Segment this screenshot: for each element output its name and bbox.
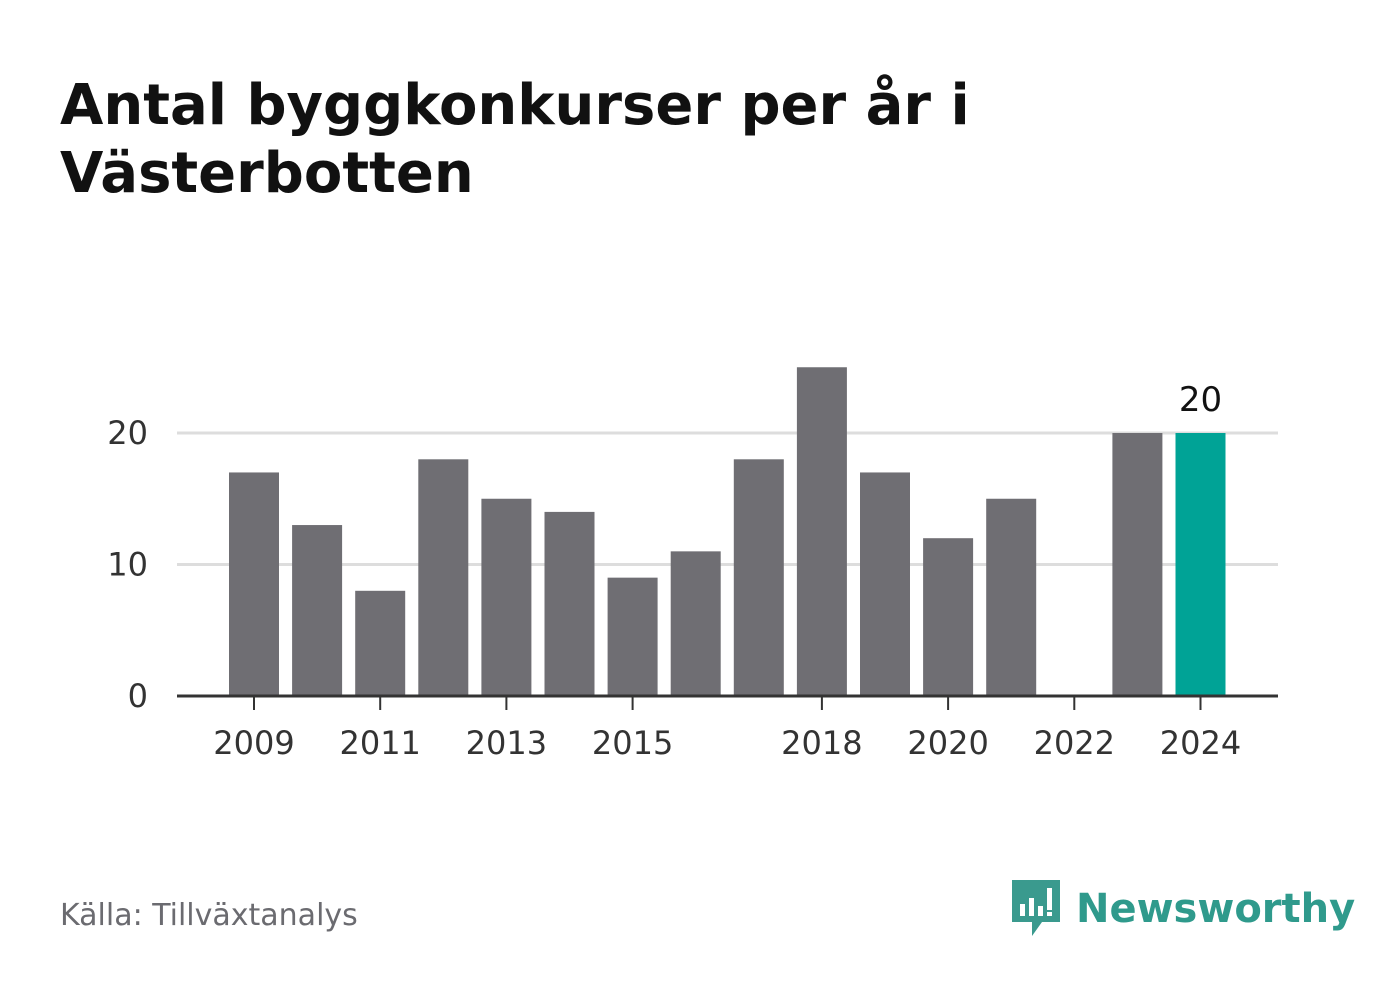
x-axis-ticks: 2009 2011 2013 2015 2018 2020 2022 2024 [213, 696, 1241, 762]
bar [292, 525, 343, 696]
gridlines [177, 431, 1278, 566]
y-axis-ticks: 0 10 20 [107, 414, 148, 715]
bar [986, 498, 1037, 696]
bar [607, 577, 658, 696]
x-tick-label: 2024 [1160, 724, 1241, 762]
bar [796, 367, 847, 696]
bar [355, 590, 406, 696]
y-tick-label: 10 [107, 546, 148, 584]
bar [1112, 433, 1163, 696]
highlighted-bar [1175, 433, 1226, 696]
x-tick-label: 2013 [466, 724, 547, 762]
bar [923, 538, 974, 696]
bar [544, 511, 595, 696]
chart-title: Antal byggkonkurser per år i Västerbotte… [60, 73, 970, 206]
bar [418, 459, 469, 696]
bar [481, 498, 532, 696]
brand-name: Newsworthy [1076, 886, 1356, 932]
brand-logo: Newsworthy [1010, 878, 1355, 940]
data-label: 20 [1179, 380, 1222, 420]
bar [670, 551, 721, 696]
x-tick-label: 2015 [592, 724, 673, 762]
bar [860, 472, 910, 696]
x-tick-label: 2022 [1034, 724, 1115, 762]
bar [229, 472, 279, 696]
bar [733, 459, 784, 696]
y-tick-label: 0 [128, 677, 148, 715]
bars [229, 367, 1226, 696]
x-tick-label: 2020 [907, 724, 988, 762]
x-tick-label: 2018 [781, 724, 862, 762]
x-tick-label: 2009 [213, 724, 294, 762]
y-tick-label: 20 [107, 414, 148, 452]
data-labels: 20 [1179, 380, 1222, 420]
source-note: Källa: Tillväxtanalys [60, 898, 358, 933]
bar-chart-speech-bubble-icon [1012, 880, 1060, 936]
x-tick-label: 2011 [339, 724, 420, 762]
